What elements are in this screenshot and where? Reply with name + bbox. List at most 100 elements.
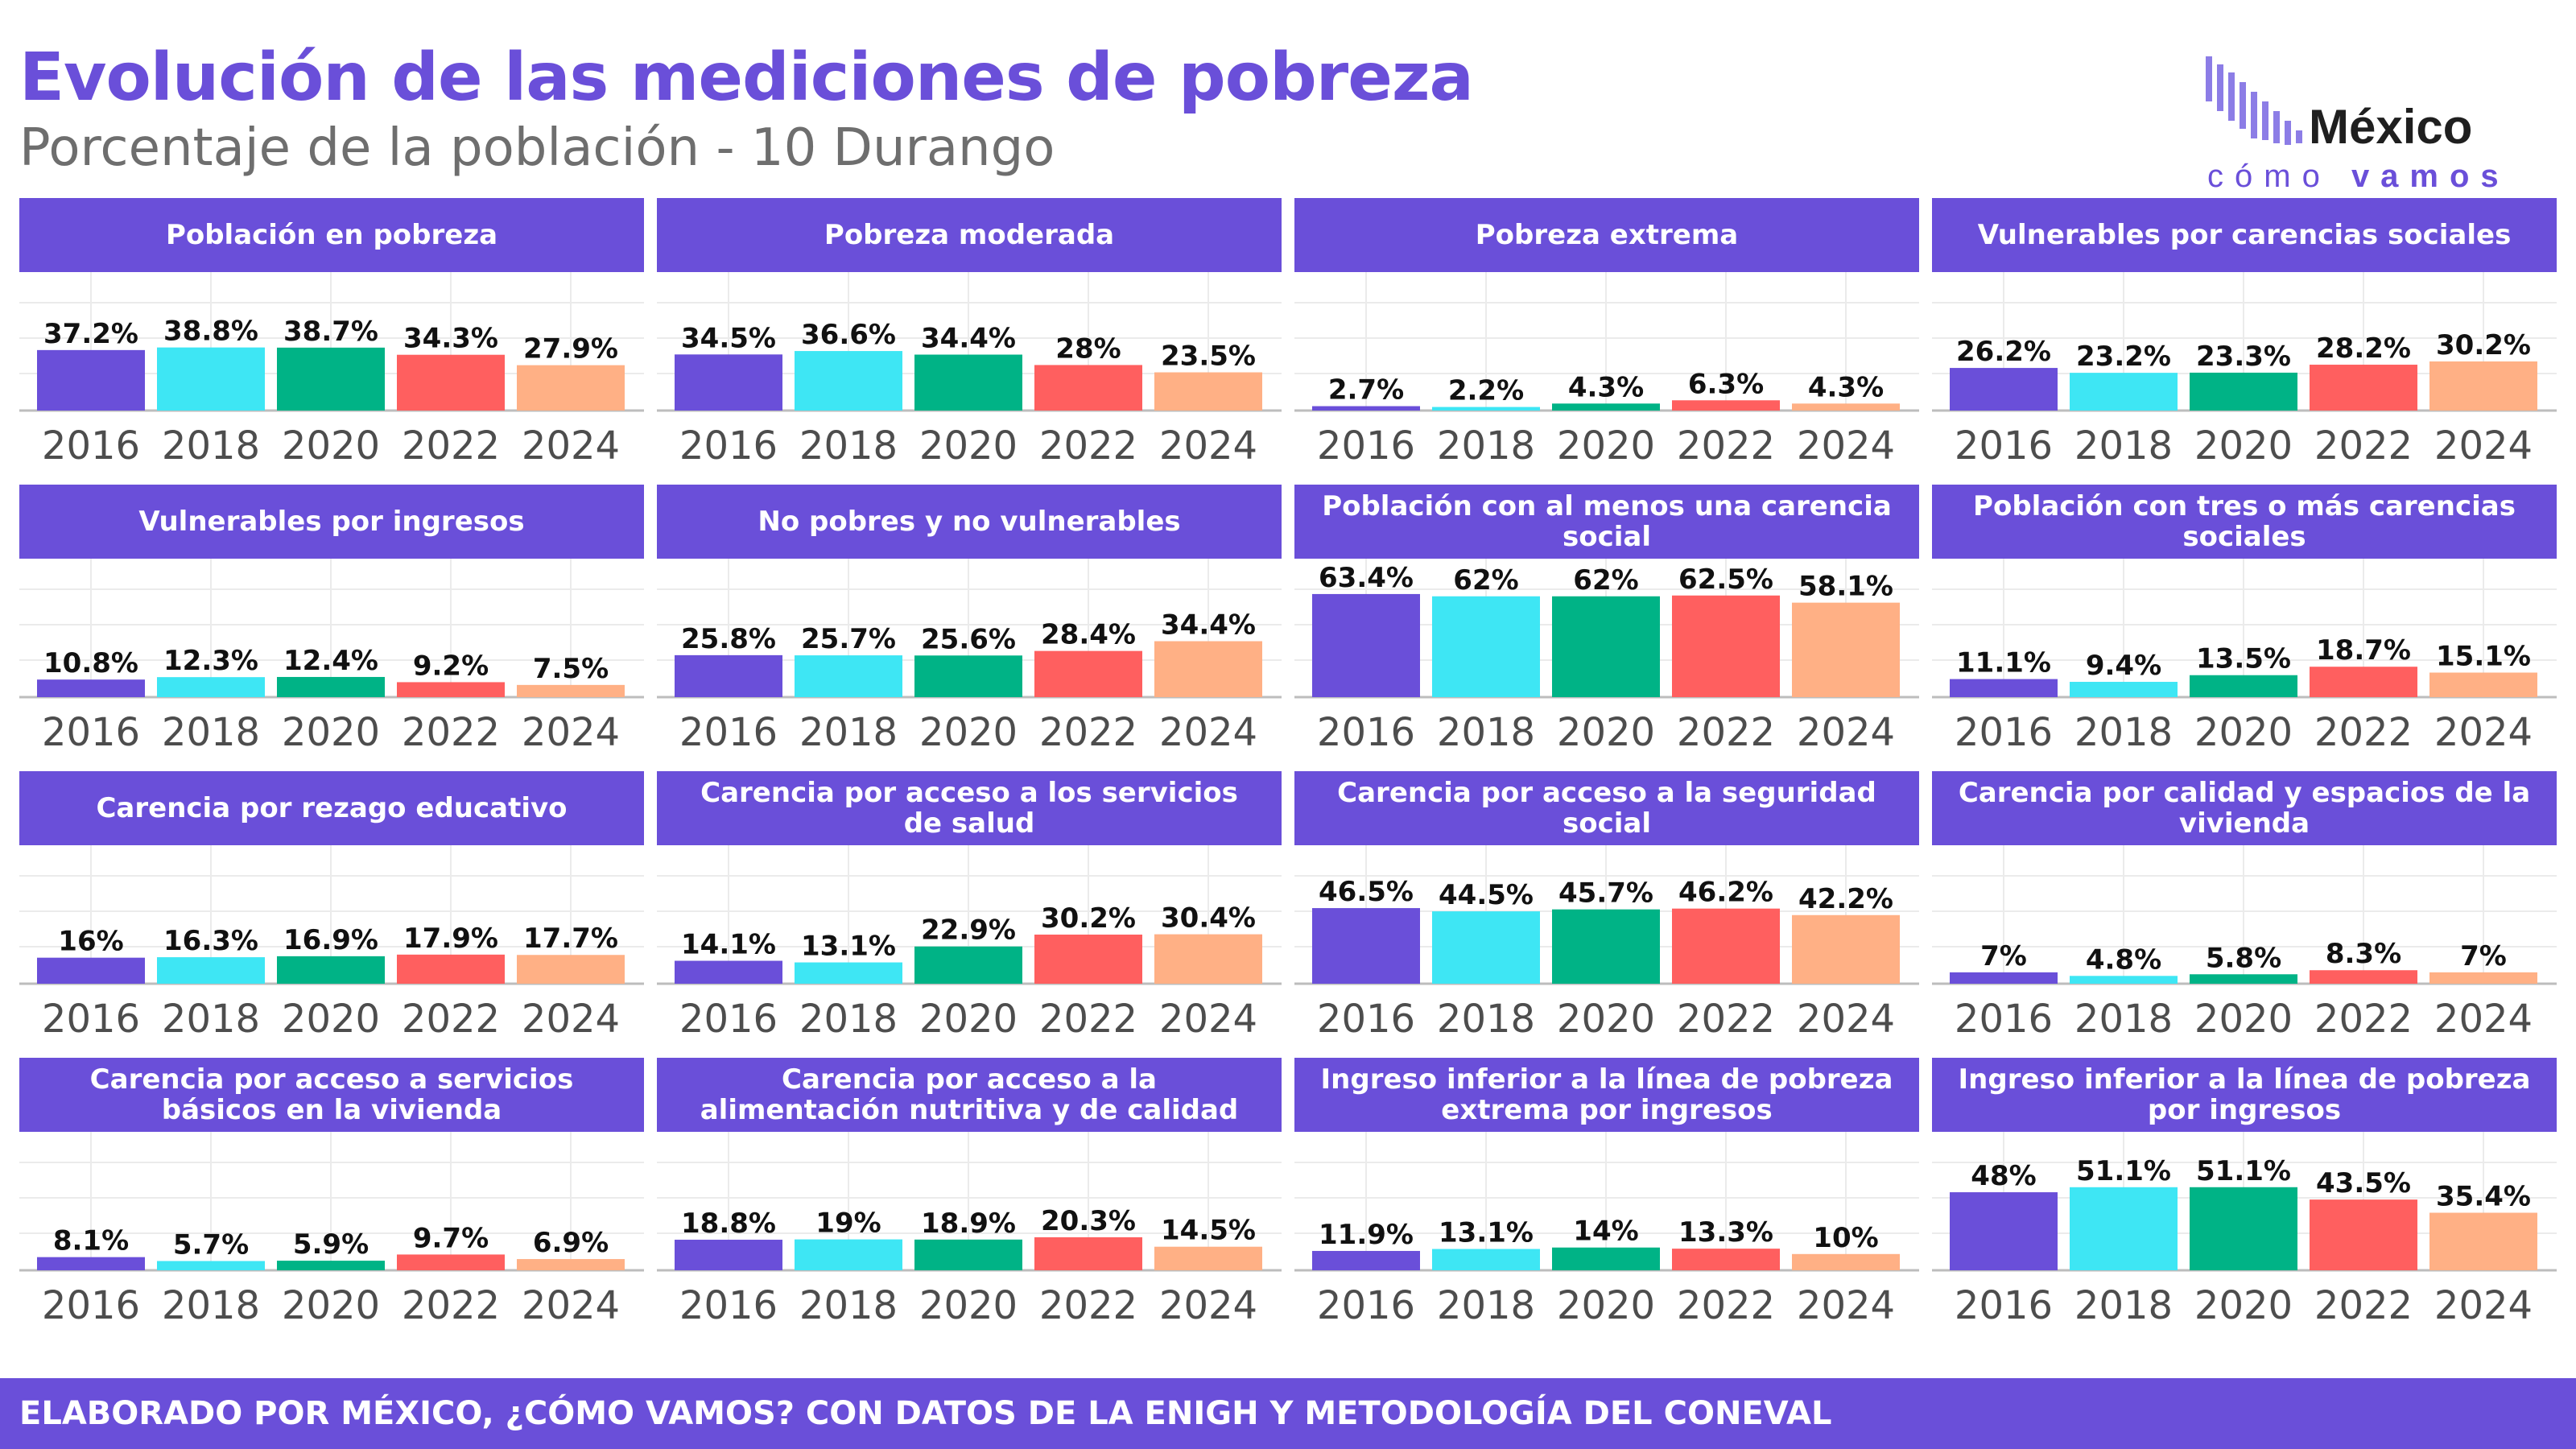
bar (1552, 1247, 1660, 1270)
bar (1950, 972, 2058, 984)
data-label: 6.9% (533, 1227, 609, 1259)
data-label: 48% (1971, 1160, 2036, 1192)
bar (1154, 934, 1262, 984)
x-tick-label: 2022 (2314, 1283, 2413, 1328)
x-tick-label: 2020 (2194, 423, 2293, 469)
bar (2429, 1212, 2537, 1270)
bar (1034, 365, 1142, 411)
chart-panel: No pobres y no vulnerables 25.8% 2016 25.7%… (657, 485, 1282, 768)
bar (1950, 368, 2058, 411)
chart-panel: Vulnerables por carencias sociales 26.2% 2… (1932, 198, 2557, 481)
data-label: 14% (1573, 1216, 1638, 1248)
chart-title: Carencia por acceso a servicios básicos … (19, 1058, 644, 1132)
data-label: 34.5% (681, 322, 776, 354)
x-tick-label: 2022 (1039, 997, 1137, 1042)
x-tick-label: 2018 (2074, 1283, 2173, 1328)
bar (1950, 1192, 2058, 1270)
data-label: 25.8% (681, 623, 776, 655)
chart-title: Carencia por acceso a los servicios de s… (657, 771, 1282, 845)
data-label: 23.5% (1161, 341, 1256, 373)
chart-panel: Carencia por acceso a servicios básicos … (19, 1058, 644, 1341)
x-tick-label: 2018 (799, 423, 898, 469)
x-tick-label: 2024 (1797, 1283, 1895, 1328)
x-tick-label: 2020 (1557, 710, 1655, 755)
data-label: 34.4% (1161, 609, 1256, 642)
bar (277, 956, 385, 984)
bar (2310, 970, 2417, 984)
bar (397, 1254, 505, 1270)
bar-chart: 46.5% 2016 44.5% 2018 45.7% 2020 46.2% 2022 42.2… (1294, 845, 1919, 1042)
logo-bars-icon (2206, 56, 2302, 145)
bar (517, 684, 625, 697)
bar (1034, 1236, 1142, 1270)
x-tick-label: 2024 (1159, 997, 1257, 1042)
x-tick-label: 2020 (2194, 997, 2293, 1042)
chart-gridlines (19, 559, 644, 697)
x-tick-label: 2016 (1317, 1283, 1415, 1328)
x-tick-label: 2016 (1317, 423, 1415, 469)
data-label: 38.7% (283, 316, 378, 348)
data-label: 28% (1055, 332, 1121, 365)
bar (37, 679, 145, 697)
bar-chart: 2.7% 2016 2.2% 2018 4.3% 2020 6.3% 2022 4.3% 2024 (1294, 272, 1919, 469)
bar (675, 960, 782, 984)
x-tick-label: 2018 (1437, 997, 1535, 1042)
data-label: 43.5% (2316, 1167, 2411, 1199)
data-label: 16.3% (163, 925, 258, 957)
chart-panel: Carencia por acceso a la alimentación nu… (657, 1058, 1282, 1341)
data-label: 5.7% (173, 1228, 249, 1261)
data-label: 9.2% (413, 650, 489, 682)
x-tick-label: 2024 (2434, 710, 2533, 755)
footer-credit: ELABORADO POR MÉXICO, ¿CÓMO VAMOS? CON D… (0, 1378, 2576, 1449)
bar (1792, 602, 1900, 697)
data-label: 14.5% (1161, 1215, 1256, 1247)
x-tick-label: 2022 (2314, 423, 2413, 469)
x-tick-label: 2018 (799, 1283, 898, 1328)
x-tick-label: 2020 (282, 997, 380, 1042)
chart-panel: Pobreza extrema 2.7% 2016 2.2% 2018 4.3% 2020 6… (1294, 198, 1919, 481)
data-label: 4.3% (1568, 371, 1644, 403)
bar (1034, 650, 1142, 697)
x-tick-label: 2016 (1955, 423, 2053, 469)
data-label: 25.7% (801, 623, 896, 655)
data-label: 44.5% (1439, 879, 1534, 911)
x-tick-label: 2018 (162, 710, 260, 755)
chart-title: No pobres y no vulnerables (657, 485, 1282, 559)
bar (37, 349, 145, 411)
data-label: 19% (815, 1208, 881, 1240)
bar (277, 1261, 385, 1270)
bar (1312, 908, 1420, 984)
logo-text-main: México (2309, 100, 2472, 154)
data-label: 23.2% (2076, 341, 2171, 373)
data-label: 34.4% (921, 323, 1016, 355)
bar (1672, 595, 1780, 697)
data-label: 46.5% (1319, 876, 1414, 908)
bar-chart: 63.4% 2016 62% 2018 62% 2020 62.5% 2022 58.1% 202… (1294, 559, 1919, 755)
x-tick-label: 2016 (679, 1283, 778, 1328)
x-tick-label: 2020 (2194, 1283, 2293, 1328)
x-tick-label: 2022 (402, 997, 500, 1042)
data-label: 9.4% (2086, 650, 2161, 682)
data-label: 7% (2460, 940, 2507, 972)
bar (1432, 407, 1540, 411)
bar (2190, 1187, 2297, 1270)
bar (517, 1259, 625, 1270)
x-tick-label: 2022 (1039, 1283, 1137, 1328)
x-tick-label: 2022 (1677, 710, 1775, 755)
data-label: 16.9% (283, 924, 378, 956)
x-tick-label: 2016 (1955, 1283, 2053, 1328)
bar-chart: 34.5% 2016 36.6% 2018 34.4% 2020 28% 2022 23.5% 2… (657, 272, 1282, 469)
x-tick-label: 2016 (1317, 997, 1415, 1042)
bar (157, 677, 265, 697)
x-tick-label: 2016 (679, 423, 778, 469)
x-tick-label: 2020 (2194, 710, 2293, 755)
x-tick-label: 2022 (1677, 1283, 1775, 1328)
bar (1034, 934, 1142, 984)
data-label: 45.7% (1558, 877, 1653, 910)
chart-gridlines (1294, 272, 1919, 411)
chart-gridlines (19, 1132, 644, 1270)
data-label: 2.7% (1328, 374, 1404, 407)
x-tick-label: 2018 (162, 997, 260, 1042)
bar (2429, 361, 2537, 411)
bar (157, 957, 265, 984)
